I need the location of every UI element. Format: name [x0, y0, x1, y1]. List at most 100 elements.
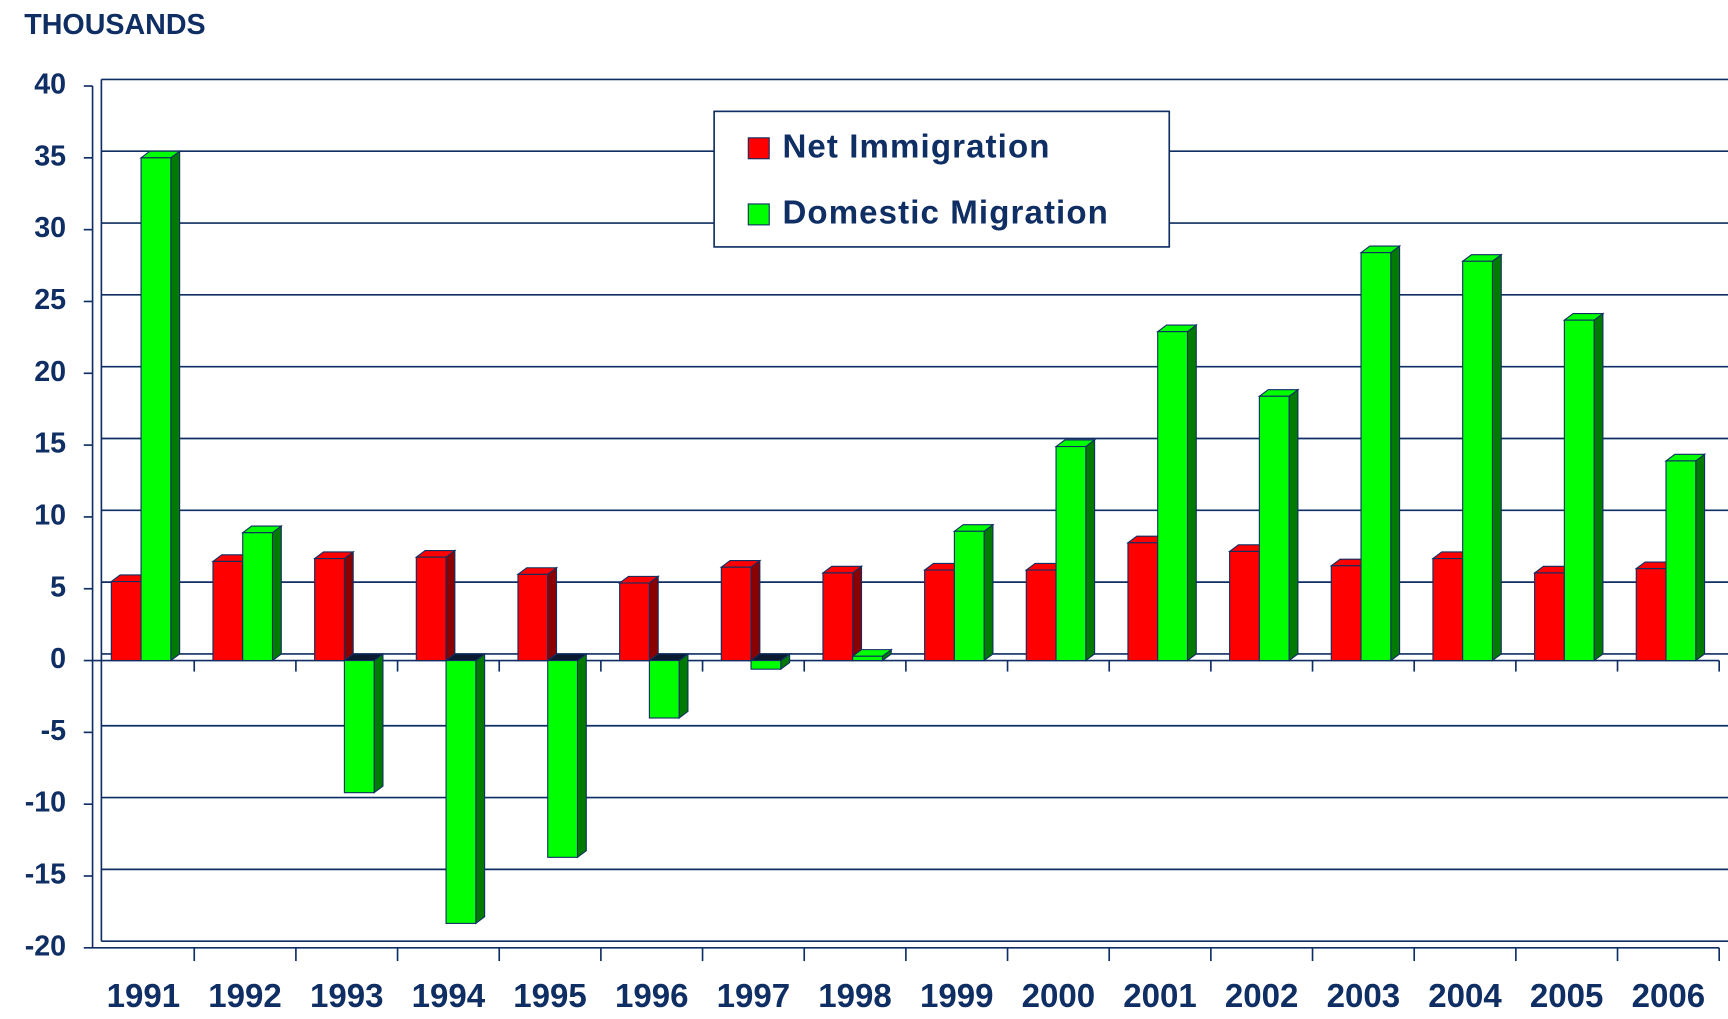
bar: [924, 569, 955, 662]
bar-side: [373, 652, 384, 794]
bar: [1534, 572, 1565, 662]
bar: [343, 659, 375, 794]
bar-group: [414, 549, 457, 662]
bar-group: [1054, 438, 1097, 662]
y-axis-label: THOUSANDS: [24, 9, 205, 41]
x-tick-label: 1999: [920, 978, 994, 1014]
bar: [1635, 568, 1667, 662]
bar: [1258, 395, 1290, 662]
y-tick-label: 10: [34, 499, 66, 531]
bar-group: [1461, 253, 1503, 662]
bar-group: [139, 150, 182, 662]
bar-side: [547, 566, 558, 662]
y-tick-label: 35: [34, 140, 66, 172]
bar: [415, 556, 447, 662]
x-tick-label: 2003: [1327, 978, 1401, 1014]
x-tick-label: 1991: [107, 978, 181, 1014]
bar: [720, 566, 752, 662]
bar-group: [1156, 323, 1198, 662]
bar-side: [1491, 253, 1502, 662]
legend-swatch: [747, 203, 770, 226]
bar: [1330, 565, 1362, 662]
bar-group: [546, 652, 588, 859]
bar-side: [678, 652, 689, 720]
bar-group: [1634, 560, 1677, 662]
bar-group: [647, 652, 690, 720]
y-tick-label: 30: [34, 212, 66, 244]
bar-group: [342, 652, 385, 794]
y-tick-label: 15: [34, 428, 66, 460]
y-tick-label: -5: [41, 715, 67, 747]
bar-side: [1695, 453, 1706, 662]
x-tick-label: 1993: [310, 978, 384, 1014]
bar-side: [445, 549, 456, 662]
y-tick-label: -20: [25, 930, 66, 962]
bar: [619, 582, 650, 662]
bar: [648, 659, 680, 719]
bar-side: [170, 150, 181, 662]
y-tick-label: 0: [50, 643, 66, 675]
bar: [547, 659, 579, 858]
bar-side: [750, 559, 761, 662]
bar-group: [719, 559, 762, 662]
bar-side: [475, 652, 486, 925]
bar-side: [1186, 323, 1197, 662]
bar: [822, 572, 854, 662]
bar: [750, 659, 782, 670]
bar-group: [821, 565, 864, 662]
legend-label: Net Immigration: [782, 129, 1050, 166]
bar-group: [749, 652, 792, 671]
x-tick-label: 2004: [1428, 978, 1502, 1014]
bar-group: [1359, 244, 1402, 662]
x-tick-label: 2002: [1225, 978, 1299, 1014]
bar-group: [1257, 388, 1300, 662]
bar: [1055, 445, 1087, 662]
bar: [314, 558, 345, 662]
bar: [212, 560, 244, 662]
bar: [1563, 319, 1595, 662]
bar: [445, 659, 477, 924]
y-tick-label: -10: [25, 787, 66, 819]
bar-group: [312, 550, 355, 662]
x-tick-label: 2001: [1123, 978, 1197, 1014]
bar-side: [1288, 388, 1299, 662]
bar-side: [1593, 312, 1604, 662]
bar: [1127, 542, 1159, 662]
bar-group: [241, 525, 283, 662]
bar: [242, 532, 274, 662]
bar: [852, 655, 884, 662]
legend-box: [713, 110, 1171, 248]
bar-group: [444, 652, 487, 925]
bar-group: [851, 648, 893, 662]
legend-label: Domestic Migration: [782, 195, 1108, 232]
bar: [1360, 252, 1392, 662]
x-tick-label: 1992: [208, 978, 282, 1014]
bar-group: [1562, 312, 1605, 662]
bar-side: [1390, 244, 1401, 662]
bar: [1462, 260, 1493, 662]
x-tick-label: 2005: [1530, 978, 1604, 1014]
bar: [140, 157, 172, 662]
bar: [1665, 460, 1697, 662]
bar: [517, 573, 549, 662]
x-tick-label: 2006: [1632, 978, 1706, 1014]
bar: [1157, 331, 1188, 662]
bar-side: [576, 652, 587, 859]
bar-side: [983, 523, 994, 662]
bar: [1432, 558, 1464, 662]
y-tick-label: 25: [34, 284, 66, 316]
bar-group: [952, 523, 995, 662]
legend-swatch: [747, 137, 770, 160]
y-tick-label: 5: [50, 571, 66, 603]
bar: [1025, 569, 1057, 662]
x-tick-label: 1994: [412, 978, 486, 1014]
bar-side: [271, 525, 282, 662]
bar-group: [617, 575, 660, 662]
y-tick-label: 20: [34, 356, 66, 388]
bar-group: [1664, 453, 1707, 662]
bar-group: [516, 566, 559, 662]
bar-side: [852, 565, 863, 662]
bar: [110, 581, 142, 662]
bar-side: [343, 550, 354, 662]
